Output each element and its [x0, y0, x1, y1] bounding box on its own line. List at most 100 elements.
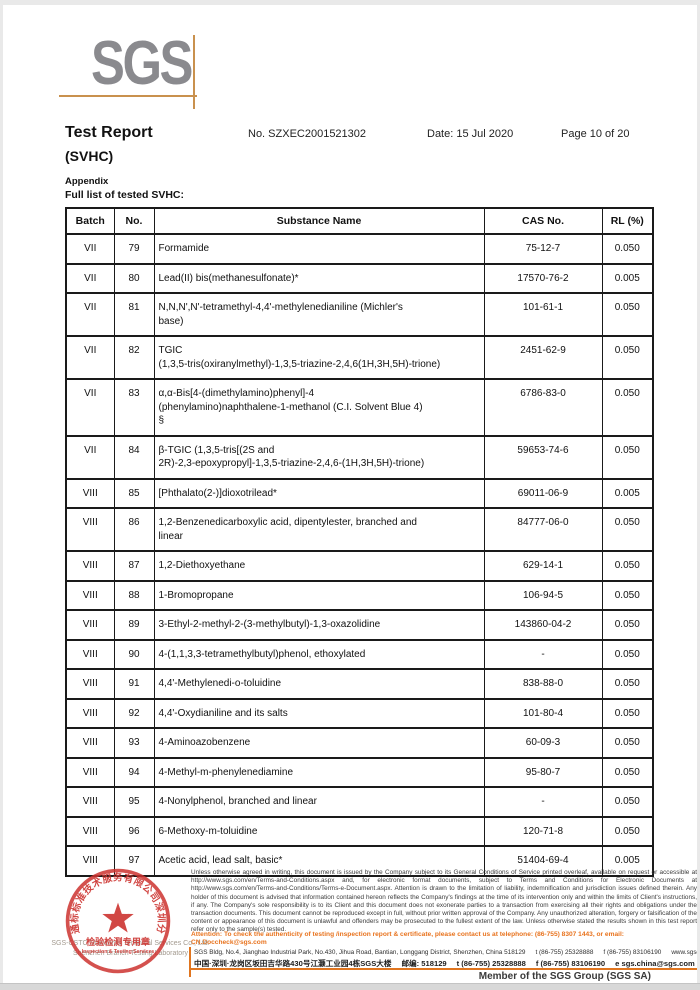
- batch-cell: VII: [65, 263, 115, 294]
- table-row: VIII 90 4-(1,1,3,3-tetramethylbutyl)phen…: [65, 639, 654, 670]
- rl-cell: 0.050: [601, 816, 654, 847]
- substance-cell: 3-Ethyl-2-methyl-2-(3-methylbutyl)-1,3-o…: [153, 609, 485, 641]
- address-en-text: SGS Bldg, No.4, Jianghao Industrial Park…: [194, 949, 526, 956]
- cas-cell: -: [483, 786, 603, 818]
- no-cell: 88: [113, 580, 155, 611]
- cas-cell: 6786-83-0: [483, 378, 603, 437]
- page-indicator: Page 10 of 20: [561, 128, 630, 140]
- report-number: No. SZXEC2001521302: [248, 128, 367, 140]
- rl-cell: 0.005: [601, 478, 654, 509]
- rl-cell: 0.050: [601, 639, 654, 670]
- report-date: Date: 15 Jul 2020: [427, 128, 514, 140]
- page-bottom-edge: [0, 983, 700, 990]
- legal-disclaimer: Unless otherwise agreed in writing, this…: [191, 869, 697, 934]
- fax-cn: f (86-755) 83106190: [535, 959, 606, 968]
- batch-cell: VIII: [65, 668, 115, 700]
- rl-cell: 0.050: [601, 698, 654, 729]
- fax-en: f (86-755) 83106190: [603, 949, 662, 956]
- rl-cell: 0.050: [601, 378, 654, 437]
- substance-cell: 6-Methoxy-m-toluidine: [153, 816, 485, 847]
- no-cell: 86: [113, 507, 155, 552]
- table-row: VII 79 Formamide 75-12-7 0.050: [65, 233, 654, 265]
- table-header-row: Batch No. Substance Name CAS No. RL (%): [65, 207, 654, 235]
- appendix-label: Appendix: [65, 176, 109, 187]
- cas-cell: 120-71-8: [483, 816, 603, 847]
- no-cell: 85: [113, 478, 155, 509]
- rl-cell: 0.050: [601, 727, 654, 759]
- rl-cell: 0.050: [601, 292, 654, 337]
- address-english: SGS Bldg, No.4, Jianghao Industrial Park…: [194, 949, 697, 956]
- postcode-cn: 邮编: 518129: [401, 959, 447, 968]
- table-row: VII 80 Lead(II) bis(methanesulfonate)* 1…: [65, 263, 654, 294]
- stamp-center-line2: Inspection & Testing Services: [82, 949, 155, 955]
- substance-cell: 1,2-Diethoxyethane: [153, 550, 485, 582]
- table-row: VIII 85 [Phthalato(2-)]dioxotrilead* 690…: [65, 478, 654, 509]
- substance-cell: 4,4'-Methylenedi-o-toluidine: [153, 668, 485, 700]
- table-row: VIII 88 1-Bromopropane 106-94-5 0.050: [65, 580, 654, 611]
- rl-cell: 0.050: [601, 335, 654, 380]
- substance-cell: Lead(II) bis(methanesulfonate)*: [153, 263, 485, 294]
- rl-cell: 0.050: [601, 435, 654, 480]
- cas-cell: 838-88-0: [483, 668, 603, 700]
- no-cell: 79: [113, 233, 155, 265]
- batch-cell: VIII: [65, 698, 115, 729]
- no-cell: 87: [113, 550, 155, 582]
- substance-cell: N,N,N',N'-tetramethyl-4,4'-methylenedian…: [153, 292, 485, 337]
- logo-horizontal-line: [59, 95, 197, 97]
- cas-cell: 59653-74-6: [483, 435, 603, 480]
- cas-cell: 51404-69-4: [483, 845, 603, 877]
- cas-cell: 2451-62-9: [483, 335, 603, 380]
- batch-cell: VIII: [65, 550, 115, 582]
- table-row: VIII 94 4-Methyl-m-phenylenediamine 95-8…: [65, 757, 654, 788]
- logo-vertical-line: [193, 35, 195, 109]
- rl-cell: 0.050: [601, 757, 654, 788]
- rl-cell: 0.005: [601, 845, 654, 877]
- table-row: VIII 95 4-Nonylphenol, branched and line…: [65, 786, 654, 818]
- batch-cell: VIII: [65, 478, 115, 509]
- phone-cn: t (86-755) 25328888: [456, 959, 526, 968]
- stamp-star-icon: [102, 902, 134, 933]
- sgs-logo: SGS: [59, 33, 219, 113]
- no-cell: 89: [113, 609, 155, 641]
- rl-cell: 0.050: [601, 786, 654, 818]
- batch-cell: VIII: [65, 507, 115, 552]
- table-row: VII 81 N,N,N',N'-tetramethyl-4,4'-methyl…: [65, 292, 654, 337]
- table-row: VIII 93 4-Aminoazobenzene 60-09-3 0.050: [65, 727, 654, 759]
- table-row: VIII 92 4,4'-Oxydianiline and its salts …: [65, 698, 654, 729]
- no-cell: 94: [113, 757, 155, 788]
- footer-vertical-rule: [189, 947, 191, 977]
- email-cn: e sgs.china@sgs.com: [615, 959, 695, 968]
- substance-cell: α,α-Bis[4-(dimethylamino)phenyl]-4 (phen…: [153, 378, 485, 437]
- address-chinese: 中国·深圳·龙岗区坂田吉华路430号江灏工业园4栋SGS大楼 邮编: 518129…: [194, 958, 697, 969]
- cas-cell: 75-12-7: [483, 233, 603, 265]
- batch-cell: VII: [65, 435, 115, 480]
- substance-cell: [Phthalato(2-)]dioxotrilead*: [153, 478, 485, 509]
- substance-cell: 1,2-Benzenedicarboxylic acid, dipentyles…: [153, 507, 485, 552]
- no-cell: 93: [113, 727, 155, 759]
- report-page: SGS Test Report (SVHC) No. SZXEC20015213…: [3, 5, 697, 983]
- cas-cell: 143860-04-2: [483, 609, 603, 641]
- table-row: VIII 89 3-Ethyl-2-methyl-2-(3-methylbuty…: [65, 609, 654, 641]
- batch-cell: VIII: [65, 609, 115, 641]
- col-header-batch: Batch: [65, 207, 115, 235]
- table-row: VII 84 β-TGIC (1,3,5-tris[(2S and 2R)-2,…: [65, 435, 654, 480]
- cas-cell: -: [483, 639, 603, 670]
- list-title: Full list of tested SVHC:: [65, 189, 185, 201]
- substance-cell: 4-Methyl-m-phenylenediamine: [153, 757, 485, 788]
- stamp-center-line1: 检验检测专用章: [86, 936, 150, 947]
- substance-cell: 4-(1,1,3,3-tetramethylbutyl)phenol, etho…: [153, 639, 485, 670]
- substance-cell: 4-Nonylphenol, branched and linear: [153, 786, 485, 818]
- cas-cell: 84777-06-0: [483, 507, 603, 552]
- inspection-stamp: 通标标准技术服务有限公司深圳分公司 检验检测专用章 Inspection & T…: [63, 866, 171, 974]
- cas-cell: 60-09-3: [483, 727, 603, 759]
- cas-cell: 69011-06-9: [483, 478, 603, 509]
- no-cell: 90: [113, 639, 155, 670]
- svhc-table: Batch No. Substance Name CAS No. RL (%) …: [65, 207, 654, 877]
- batch-cell: VIII: [65, 727, 115, 759]
- table-row: VIII 86 1,2-Benzenedicarboxylic acid, di…: [65, 507, 654, 552]
- cas-cell: 101-61-1: [483, 292, 603, 337]
- company-line-2: Shenzhen Branch Testing Laboratory: [72, 949, 189, 957]
- cas-cell: 106-94-5: [483, 580, 603, 611]
- substance-cell: β-TGIC (1,3,5-tris[(2S and 2R)-2,3-epoxy…: [153, 435, 485, 480]
- phone-en: t (86-755) 25328888: [535, 949, 594, 956]
